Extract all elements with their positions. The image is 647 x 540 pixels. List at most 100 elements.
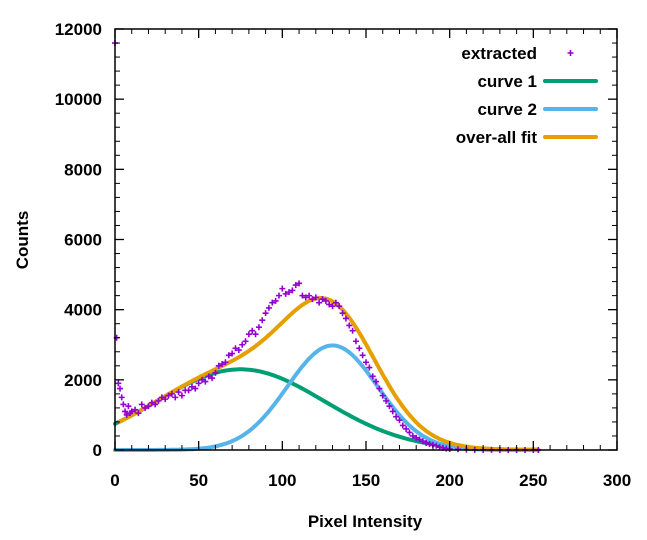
data-point	[413, 434, 420, 441]
data-point	[145, 403, 152, 410]
data-point	[296, 280, 303, 287]
data-point	[168, 390, 175, 397]
data-point	[369, 373, 376, 380]
legend-label: curve 2	[477, 100, 537, 119]
data-point	[195, 380, 202, 387]
data-point	[419, 438, 426, 445]
data-point	[326, 301, 333, 308]
data-point	[272, 297, 279, 304]
data-point	[383, 397, 390, 404]
data-point	[373, 378, 380, 385]
data-point	[265, 304, 272, 311]
data-point	[259, 317, 266, 324]
legend-label: curve 1	[477, 72, 537, 91]
data-point	[342, 315, 349, 322]
data-point	[239, 341, 246, 348]
data-point	[152, 401, 159, 408]
data-point	[363, 359, 369, 366]
legend-label: over-all fit	[456, 128, 538, 147]
data-point	[209, 375, 216, 382]
data-point	[409, 432, 416, 439]
data-point	[122, 408, 129, 415]
data-point	[423, 439, 430, 446]
y-tick-label: 10000	[55, 90, 102, 109]
data-point	[202, 378, 209, 385]
data-point	[125, 403, 132, 410]
data-point	[292, 282, 299, 289]
data-point	[172, 394, 179, 401]
data-point	[229, 350, 236, 357]
x-tick-label: 150	[352, 471, 380, 490]
data-point	[138, 401, 145, 408]
data-point	[433, 442, 440, 449]
data-point	[235, 347, 242, 354]
data-point	[329, 303, 336, 310]
data-point	[128, 408, 135, 415]
data-point	[399, 422, 406, 429]
y-axis-title: Counts	[13, 211, 32, 270]
y-tick-label: 6000	[64, 231, 102, 250]
data-point	[165, 392, 172, 399]
data-point	[205, 373, 212, 380]
data-point	[162, 396, 169, 403]
data-point	[120, 401, 127, 408]
data-point	[255, 324, 262, 331]
data-point	[299, 292, 306, 299]
data-point	[275, 292, 282, 299]
data-point	[312, 294, 319, 301]
data-point	[242, 338, 249, 345]
y-tick-label: 4000	[64, 301, 102, 320]
y-tick-label: 8000	[64, 160, 102, 179]
data-point	[286, 289, 293, 296]
data-point	[406, 429, 413, 436]
data-point	[178, 392, 185, 399]
data-point	[302, 294, 309, 301]
series-line-curve-1	[113, 367, 541, 452]
data-point	[346, 322, 353, 329]
data-point	[316, 299, 323, 306]
data-point	[282, 290, 289, 297]
data-point	[219, 361, 226, 368]
data-point	[118, 394, 125, 401]
data-point	[123, 411, 130, 418]
legend-marker	[567, 50, 574, 56]
data-point	[309, 296, 316, 303]
data-point	[215, 362, 222, 369]
data-point	[185, 387, 192, 394]
data-point	[175, 389, 182, 396]
data-point	[158, 394, 165, 401]
data-point	[249, 327, 256, 334]
data-point	[262, 310, 269, 317]
data-point	[269, 299, 276, 306]
data-point	[148, 399, 155, 406]
data-point	[117, 385, 124, 392]
y-tick-label: 0	[93, 441, 102, 460]
legend-label: extracted	[461, 44, 537, 63]
data-point	[356, 345, 363, 352]
data-point	[396, 417, 403, 424]
data-point	[142, 404, 149, 411]
data-point	[416, 436, 423, 443]
x-tick-label: 200	[435, 471, 463, 490]
y-tick-label: 2000	[64, 371, 102, 390]
data-point	[389, 408, 396, 415]
data-point	[366, 364, 373, 371]
data-point	[393, 413, 400, 420]
data-point	[306, 292, 313, 299]
data-point	[403, 425, 410, 432]
data-point	[359, 352, 366, 359]
data-point	[279, 285, 286, 292]
ticks-layer: 0 50 100 150 200 250 300 0 2000 4000 6000 8000 10000…	[55, 20, 631, 490]
data-point	[252, 331, 259, 338]
data-point	[115, 380, 122, 387]
data-point	[232, 345, 239, 352]
data-point	[132, 406, 139, 413]
x-tick-label: 0	[110, 471, 119, 490]
x-tick-label: 250	[519, 471, 547, 490]
data-point	[339, 310, 346, 317]
series-line-over-all-fit	[118, 296, 541, 452]
x-tick-label: 100	[268, 471, 296, 490]
data-point	[199, 376, 206, 383]
